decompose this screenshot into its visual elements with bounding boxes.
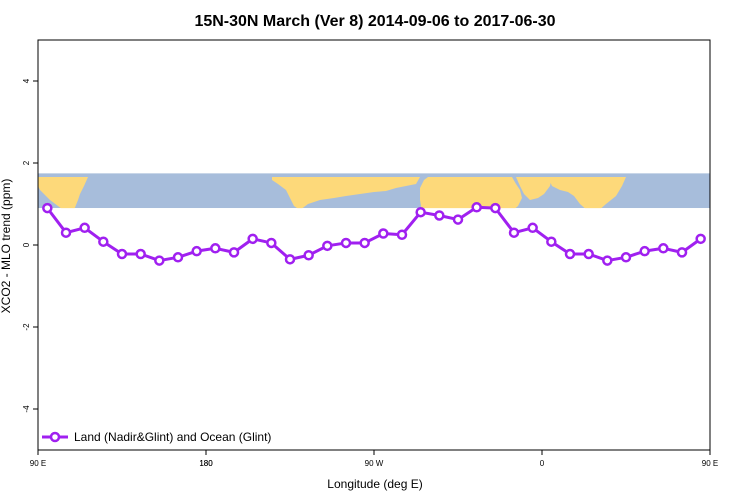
data-point (695, 233, 706, 245)
data-point (676, 247, 688, 258)
x-tick-label: 90 E (30, 459, 46, 468)
data-point (340, 237, 352, 249)
data-point (658, 243, 669, 254)
land-north-america (272, 177, 420, 209)
series-layer (42, 202, 706, 266)
plot-frame (37, 39, 711, 451)
data-point (266, 237, 277, 249)
data-point (42, 202, 53, 214)
y-tick-label: -4 (22, 405, 31, 413)
data-point (527, 222, 538, 234)
x-tick-label: 180 (199, 459, 213, 468)
data-point (60, 227, 72, 238)
data-point (284, 254, 296, 265)
data-point (228, 247, 240, 258)
data-point (490, 202, 501, 214)
y-tick-label: 4 (22, 78, 31, 83)
legend-label: Land (Nadir&Glint) and Ocean (Glint) (74, 430, 271, 444)
land-south-asia (548, 177, 626, 209)
data-point (210, 243, 221, 254)
data-point (116, 248, 128, 260)
x-tick-label: 180 (199, 459, 213, 468)
y-tick-label: -2 (22, 323, 31, 331)
land-arabia (516, 177, 552, 200)
data-point (471, 202, 482, 213)
data-point (434, 210, 445, 221)
data-point (303, 250, 314, 261)
y-axis-title: XCO2 - MLO trend (ppm) (0, 179, 13, 314)
y-tick-label: 0 (22, 242, 31, 247)
data-point (172, 252, 184, 263)
data-point (135, 248, 146, 260)
legend: Land (Nadir&Glint) and Ocean (Glint) (42, 430, 271, 444)
data-point (247, 233, 258, 245)
x-tick-label: 90 W (365, 459, 384, 468)
y-tick-label: 2 (22, 160, 31, 165)
data-point (583, 248, 594, 260)
data-point (546, 236, 557, 247)
land-africa (420, 177, 522, 209)
data-point (359, 237, 370, 249)
data-point (564, 248, 576, 260)
x-tick-label: 90 E (702, 459, 718, 468)
legend-marker-swatch (49, 431, 61, 443)
data-point (602, 255, 613, 266)
data-point (415, 206, 426, 218)
data-point (620, 252, 632, 263)
chart-title: 15N-30N March (Ver 8) 2014-09-06 to 2017… (194, 13, 555, 30)
data-point (639, 245, 650, 257)
x-axis-title: Longitude (deg E) (327, 477, 422, 491)
world-map-band (38, 173, 710, 209)
data-point (452, 214, 464, 225)
data-point (154, 255, 165, 266)
data-point (322, 240, 333, 252)
data-point (98, 236, 109, 247)
data-point (378, 228, 389, 239)
land-asia (38, 177, 88, 209)
data-point (191, 245, 202, 257)
x-tick-label: 0 (540, 459, 545, 468)
data-point (79, 222, 90, 234)
data-point (396, 229, 408, 240)
data-point (508, 227, 520, 238)
